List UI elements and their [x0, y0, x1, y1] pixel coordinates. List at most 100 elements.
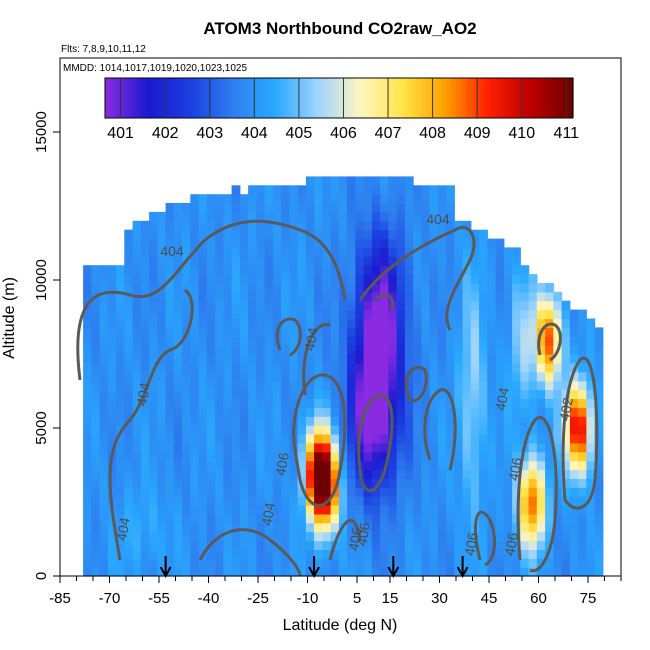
heat-cell: [322, 345, 332, 355]
heat-cell: [264, 371, 274, 382]
heat-cell: [157, 549, 167, 559]
heat-cell: [99, 371, 109, 382]
colorbar-swatch: [336, 78, 340, 118]
heat-cell: [404, 505, 414, 515]
colorbar-swatch: [441, 78, 444, 118]
heat-cell: [223, 238, 233, 249]
heat-cell: [206, 220, 216, 231]
colorbar-swatch: [496, 78, 500, 118]
heat-cell: [338, 487, 348, 497]
heat-cell: [446, 354, 455, 364]
heat-cell: [314, 220, 323, 231]
heat-cell: [487, 425, 497, 435]
colorbar-swatch: [366, 78, 370, 118]
heat-cell: [206, 256, 216, 266]
heat-cell: [198, 558, 208, 568]
heat-cell: [446, 345, 455, 355]
colorbar-swatch: [460, 78, 463, 118]
heat-cell: [371, 380, 381, 391]
heat-cell: [322, 194, 332, 204]
heat-cell: [371, 309, 381, 320]
heat-cell: [256, 185, 266, 195]
heat-cell: [149, 505, 158, 515]
heat-cell: [594, 354, 604, 364]
heat-cell: [470, 327, 480, 337]
heat-cell: [338, 362, 348, 373]
heat-cell: [487, 451, 497, 462]
heat-cell: [264, 389, 274, 399]
heat-cell: [503, 451, 513, 462]
heat-cell: [594, 416, 604, 426]
heat-cell: [454, 336, 464, 346]
heat-cell: [289, 300, 299, 311]
heat-cell: [421, 194, 431, 204]
heat-cell: [363, 558, 373, 568]
heat-cell: [396, 478, 406, 488]
heat-cell: [281, 478, 290, 488]
heat-cell: [198, 309, 208, 320]
heat-cell: [421, 327, 431, 337]
heat-cell: [553, 318, 563, 328]
heat-cell: [198, 247, 208, 257]
heat-cell: [404, 433, 414, 444]
heat-cell: [91, 451, 101, 462]
heat-cell: [437, 398, 447, 408]
colorbar-swatch: [447, 78, 451, 118]
heat-cell: [545, 380, 554, 391]
heat-cell: [503, 478, 513, 488]
heat-cell: [173, 487, 183, 497]
colorbar-swatch: [396, 78, 400, 118]
heat-cell: [264, 362, 274, 373]
heat-cell: [429, 460, 439, 471]
heat-cell: [421, 336, 431, 346]
heat-cell: [165, 203, 175, 213]
colorbar-tick-label: 410: [508, 125, 535, 142]
heat-cell: [437, 283, 447, 293]
contour-line: [275, 317, 302, 357]
heat-cell: [437, 265, 447, 275]
heat-cell: [83, 354, 92, 364]
heat-cell: [586, 496, 596, 506]
colorbar-swatch: [239, 78, 242, 118]
heat-cell: [462, 540, 472, 550]
colorbar-tick-label: 409: [464, 125, 491, 142]
heat-cell: [446, 416, 455, 426]
heat-cell: [380, 478, 389, 488]
heat-cell: [223, 398, 233, 408]
heat-cell: [437, 238, 447, 249]
heat-cell: [165, 558, 175, 568]
heat-cell: [231, 469, 241, 479]
heat-cell: [198, 265, 208, 275]
heat-cell: [107, 300, 117, 311]
heat-cell: [495, 256, 505, 266]
heat-cell: [512, 416, 521, 426]
colorbar-swatch: [166, 78, 170, 118]
heat-cell: [380, 380, 389, 391]
colorbar-swatch: [334, 78, 338, 118]
heat-cell: [569, 460, 579, 471]
colorbar-swatch: [345, 78, 349, 118]
heat-cell: [165, 425, 175, 435]
heat-cell: [140, 256, 150, 266]
heat-cell: [355, 540, 365, 550]
heat-cell: [454, 451, 464, 462]
heat-cell: [561, 540, 571, 550]
heat-cell: [289, 505, 299, 515]
heat-cell: [363, 256, 373, 266]
heat-cell: [536, 469, 546, 479]
heat-cell: [594, 487, 604, 497]
heat-cell: [248, 194, 257, 204]
heat-cell: [413, 380, 422, 391]
heat-cell: [281, 567, 290, 577]
heat-cell: [198, 540, 208, 550]
heat-cell: [248, 380, 257, 391]
colorbar-swatch: [311, 78, 315, 118]
heat-cell: [462, 469, 472, 479]
colorbar-swatch: [400, 78, 404, 118]
heat-cell: [281, 309, 290, 320]
colorbar-swatch: [473, 78, 476, 118]
heat-cell: [215, 407, 224, 417]
heat-cell: [363, 433, 373, 444]
heat-cell: [231, 451, 241, 462]
heat-cell: [413, 300, 422, 311]
